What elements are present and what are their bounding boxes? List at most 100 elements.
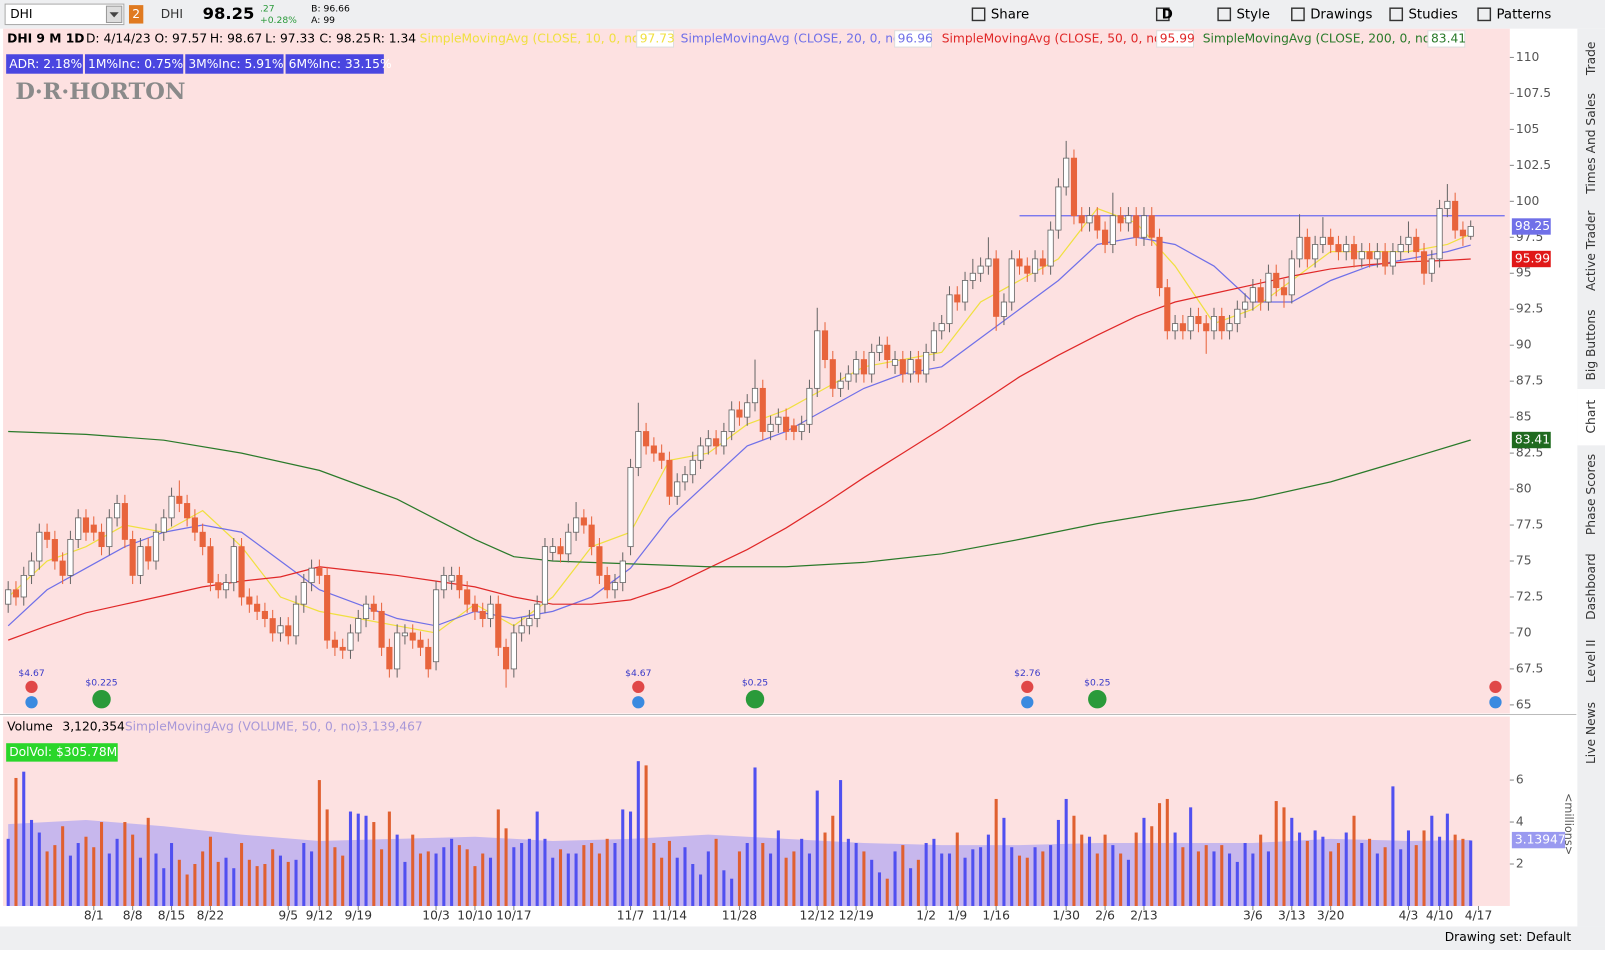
- ohlc-field: O: 97.57: [155, 31, 208, 45]
- sidebar-tab[interactable]: Live News: [1584, 702, 1598, 764]
- y-tick-label: 80: [1516, 482, 1532, 496]
- toolbar-button[interactable]: [1287, 3, 1372, 26]
- candle-body: [1428, 258, 1435, 274]
- earnings-icon[interactable]: [1489, 680, 1502, 694]
- button-icon: [1155, 7, 1170, 22]
- volume-bar: [940, 853, 944, 906]
- volume-marker: [1511, 831, 1566, 849]
- candle-body: [1280, 287, 1288, 296]
- sidebar-tab[interactable]: Chart: [1584, 400, 1598, 434]
- volume-bar: [597, 853, 601, 906]
- candle-body: [713, 438, 720, 447]
- earnings-info-icon[interactable]: [1021, 696, 1034, 709]
- volume-bar: [208, 836, 212, 906]
- volume-bar: [1220, 845, 1224, 906]
- volume-bar: [240, 843, 244, 906]
- sidebar-tab[interactable]: Active Trader: [1584, 210, 1598, 291]
- volume-bar: [1041, 851, 1045, 906]
- ohlc-field: C: 98.25: [319, 31, 371, 45]
- volume-bar: [1375, 853, 1379, 906]
- volume-bar: [846, 838, 850, 906]
- y-tick-label: 100: [1516, 194, 1539, 208]
- volume-bar: [488, 857, 493, 906]
- candle-body: [456, 574, 463, 591]
- volume-bar: [1445, 813, 1449, 906]
- sidebar-tab[interactable]: Times And Sales: [1584, 93, 1598, 195]
- sidebar-tab[interactable]: Big Buttons: [1584, 309, 1598, 380]
- volume-bar: [426, 851, 430, 906]
- button-icon: [1477, 7, 1492, 22]
- candle-body: [1265, 272, 1272, 303]
- volume-bar: [481, 853, 485, 906]
- volume-bar: [131, 834, 135, 906]
- symbol-box[interactable]: [4, 3, 125, 26]
- candle-body: [487, 603, 494, 619]
- candle-body: [635, 431, 642, 468]
- volume-bar: [170, 843, 174, 906]
- earnings-info-icon[interactable]: [25, 696, 38, 709]
- candle-body: [969, 272, 976, 281]
- volume-bar: [317, 780, 321, 906]
- x-tick-label: 3/20: [1317, 909, 1345, 923]
- volume-bar: [1010, 847, 1014, 906]
- dividend-icon[interactable]: [1088, 689, 1107, 709]
- toolbar-button[interactable]: [1473, 3, 1558, 26]
- bid: B: 96.66: [311, 4, 350, 15]
- earnings-info-icon[interactable]: [1489, 696, 1502, 709]
- last-price: 98.25: [203, 4, 255, 23]
- volume-bar: [699, 874, 703, 906]
- volume-bar: [590, 843, 594, 906]
- volume-bar: [1321, 836, 1325, 906]
- candle-body: [961, 280, 969, 303]
- volume-bar: [543, 838, 547, 906]
- toolbar-button[interactable]: [1385, 3, 1470, 26]
- candle-body: [759, 387, 766, 432]
- active-tab: [1577, 389, 1605, 446]
- dividend-icon[interactable]: [92, 689, 111, 709]
- earnings-icon[interactable]: [1021, 680, 1034, 694]
- volume-bar: [1313, 830, 1317, 906]
- candle-body: [627, 467, 634, 548]
- volume-bar: [457, 845, 461, 906]
- candle-body: [611, 582, 619, 591]
- drawing-set[interactable]: Drawing set: Default: [1445, 930, 1572, 944]
- volume-bar: [1352, 815, 1356, 906]
- candle-body: [783, 416, 790, 432]
- candle-body: [1094, 215, 1101, 231]
- volume-value: 3,120,354: [62, 719, 125, 733]
- earnings-icon[interactable]: [25, 680, 38, 694]
- earnings-icon[interactable]: [632, 680, 645, 694]
- volume-bar: [341, 855, 345, 906]
- sidebar-tab[interactable]: Phase Scores: [1584, 454, 1598, 535]
- volume-bar: [473, 866, 477, 906]
- toolbar-button[interactable]: [968, 3, 1053, 26]
- button-icon: [1291, 7, 1305, 22]
- x-tick-label: 9/19: [344, 909, 372, 923]
- candle-body: [619, 560, 626, 584]
- x-tick-label: 10/10: [457, 909, 492, 923]
- candle-body: [837, 380, 844, 389]
- volume-bar: [224, 857, 228, 906]
- volume-bar: [380, 849, 384, 906]
- candle-body: [1327, 236, 1334, 245]
- candle-body: [129, 539, 136, 576]
- candle-body: [1343, 244, 1350, 253]
- candle-body: [1117, 215, 1124, 224]
- earnings-info-icon[interactable]: [632, 696, 645, 709]
- price-marker: [1511, 218, 1551, 235]
- candle-body: [28, 560, 35, 576]
- volume-bar: [706, 851, 710, 906]
- dividend-label: $0.25: [742, 677, 768, 688]
- sidebar-tab[interactable]: Level II: [1584, 640, 1598, 684]
- volume-bar: [154, 853, 158, 906]
- sidebar-tab[interactable]: Dashboard: [1584, 553, 1598, 620]
- toolbar-button[interactable]: [1213, 3, 1298, 26]
- volume-bar: [1181, 847, 1185, 906]
- link-box[interactable]: [128, 5, 144, 24]
- candle-body: [184, 503, 191, 519]
- volume-bar: [994, 798, 998, 906]
- candle-body: [471, 603, 479, 612]
- candle-body: [1210, 316, 1218, 332]
- dividend-icon[interactable]: [745, 689, 765, 709]
- sidebar-tab[interactable]: Trade: [1584, 42, 1598, 77]
